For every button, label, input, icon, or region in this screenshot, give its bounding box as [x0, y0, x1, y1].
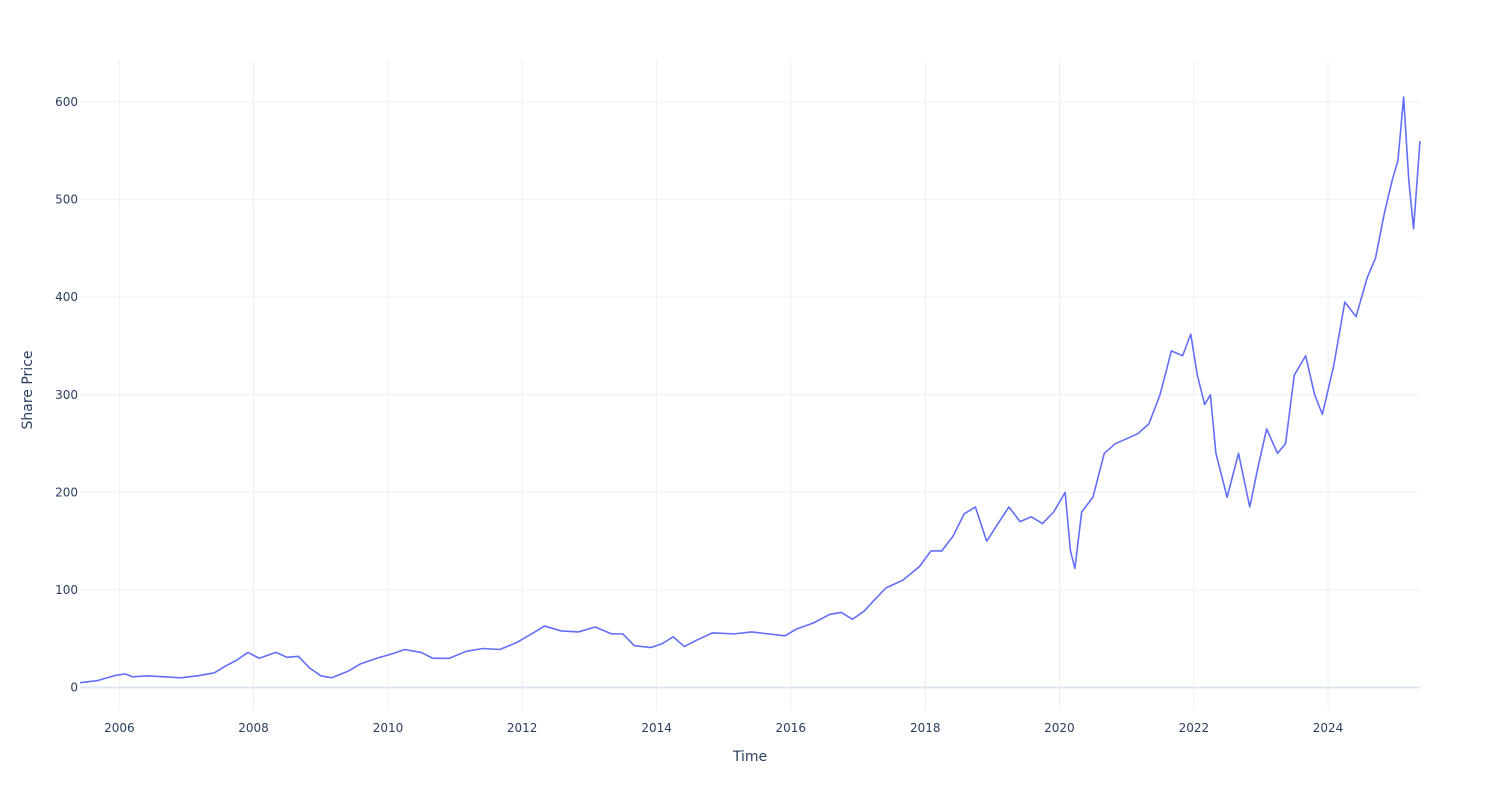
y-tick-label: 400: [55, 290, 78, 304]
x-tick-label: 2022: [1179, 721, 1210, 735]
x-tick-label: 2008: [238, 721, 269, 735]
x-tick-label: 2014: [641, 721, 672, 735]
x-gridlines: [118, 60, 1329, 710]
x-tick-labels: 2006 2008 2010 2012 2014 2016 2018 2020 2022 2024: [104, 721, 1343, 735]
share-price-line: [79, 96, 1421, 684]
y-tick-label: 500: [55, 193, 78, 207]
x-tick-label: 2016: [776, 721, 807, 735]
y-tick-label: 0: [70, 681, 78, 695]
x-tick-label: 2018: [910, 721, 941, 735]
y-tick-label: 200: [55, 485, 78, 499]
y-tick-label: 100: [55, 583, 78, 597]
y-tick-labels: 0 100 200 300 400 500 600: [55, 95, 78, 695]
x-tick-label: 2020: [1044, 721, 1075, 735]
x-tick-label: 2024: [1313, 721, 1344, 735]
y-tick-label: 600: [55, 95, 78, 109]
x-tick-label: 2012: [507, 721, 538, 735]
y-gridlines: [80, 101, 1420, 591]
y-axis-title: Share Price: [20, 350, 36, 429]
x-tick-label: 2010: [373, 721, 404, 735]
x-axis-title: Time: [732, 749, 767, 765]
x-tick-label: 2006: [104, 721, 135, 735]
series-layer: [79, 96, 1421, 684]
y-tick-label: 300: [55, 388, 78, 402]
